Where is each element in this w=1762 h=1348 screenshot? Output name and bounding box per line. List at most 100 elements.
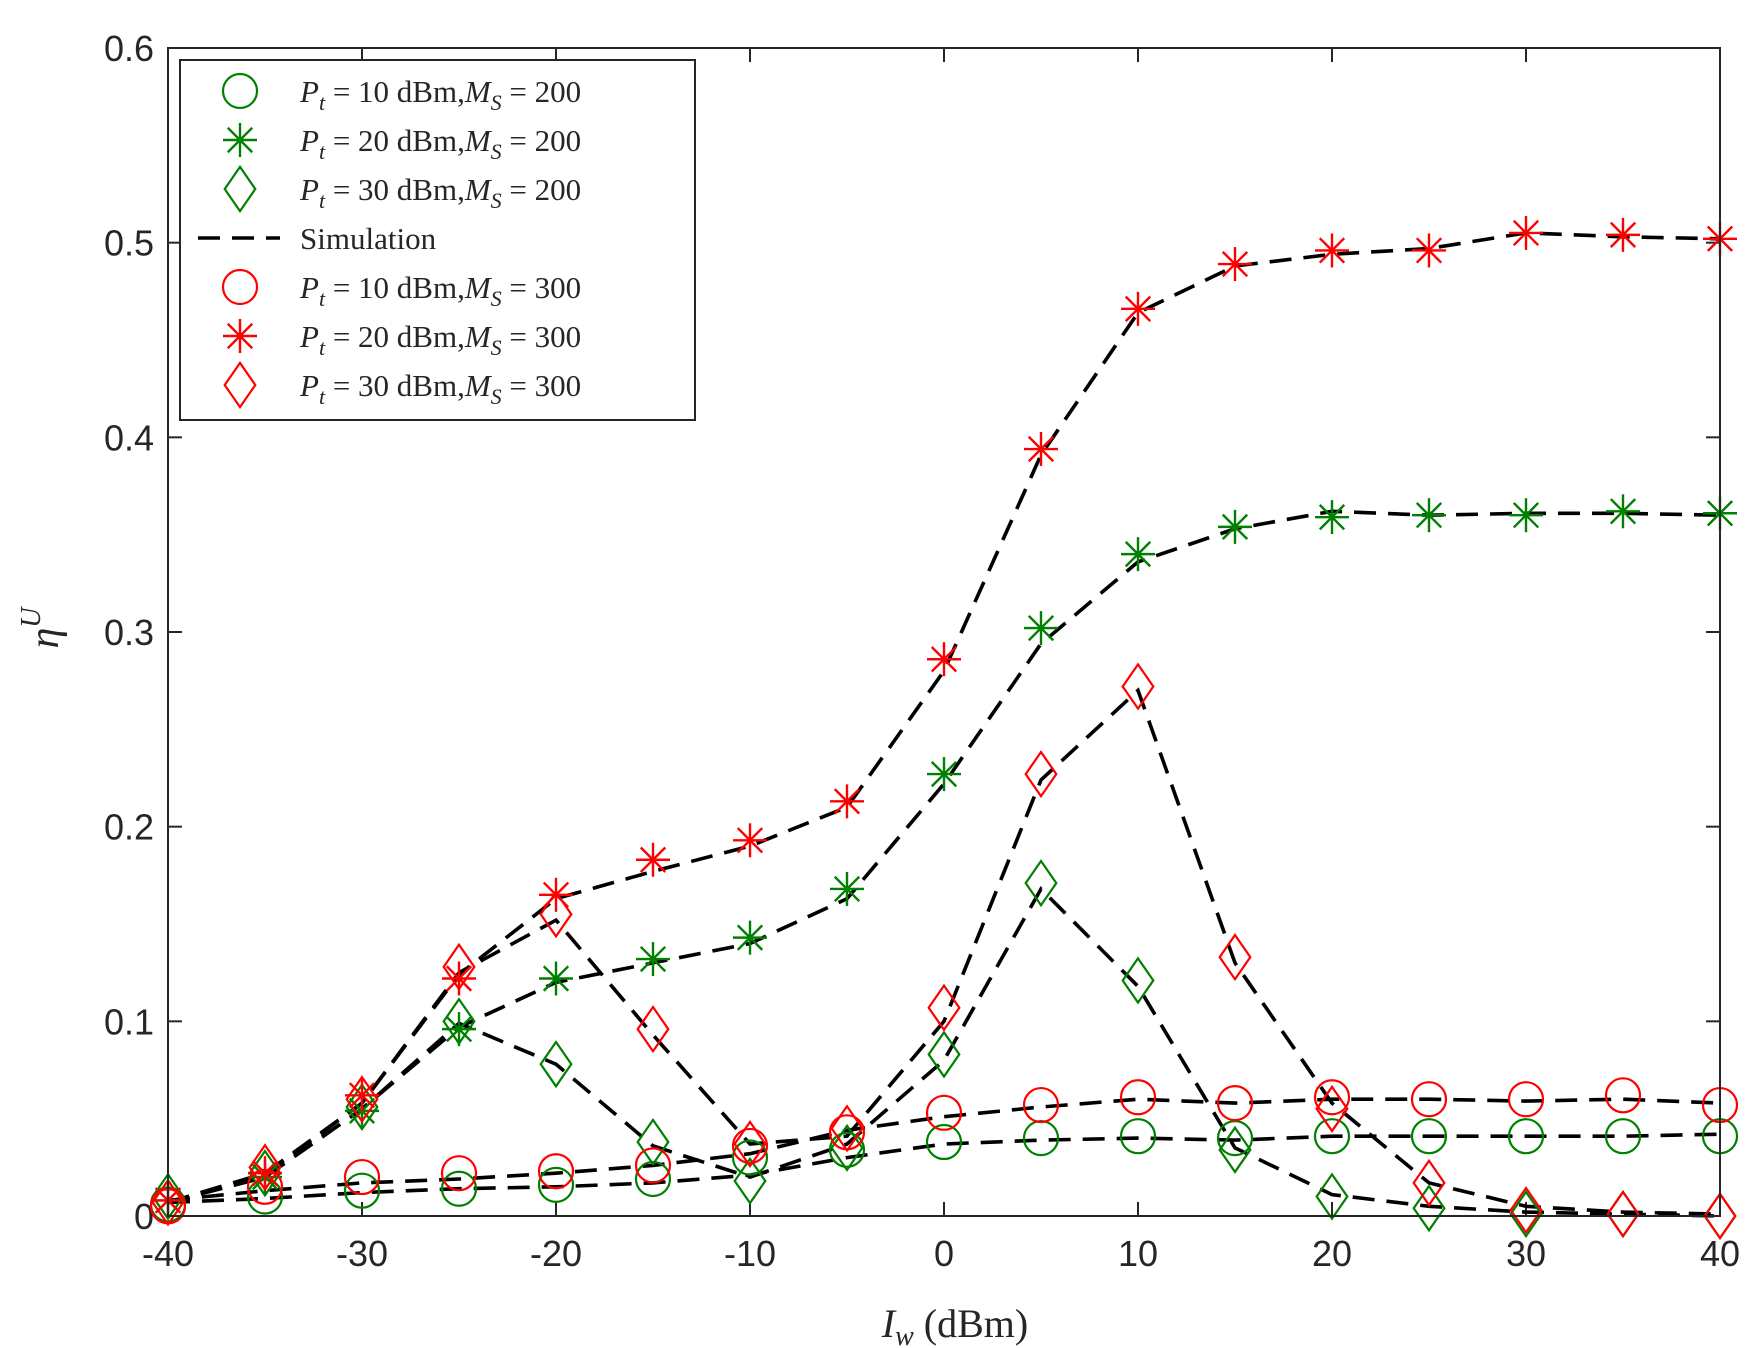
data-point-star — [1121, 537, 1155, 572]
simulation-line — [167, 1132, 1721, 1205]
data-point-diamond — [539, 1040, 573, 1089]
data-point-star — [1412, 233, 1446, 268]
legend-var-p: P — [299, 74, 319, 109]
legend-ms-value: 300 — [535, 270, 582, 305]
legend-sub-t: t — [319, 90, 326, 115]
data-point-star — [1121, 291, 1155, 326]
legend-var-m: M — [464, 270, 493, 305]
data-point-circle — [731, 1127, 769, 1165]
data-point-diamond — [1218, 1125, 1252, 1174]
data-point-circle — [925, 1123, 963, 1161]
legend-sub-t: t — [319, 335, 326, 360]
data-point-diamond — [345, 1075, 379, 1124]
legend-sub-s: S — [491, 384, 502, 409]
x-tick-label: -20 — [530, 1233, 582, 1274]
x-tick-label: -10 — [724, 1233, 776, 1274]
data-point-circle — [1507, 1081, 1545, 1118]
data-point-star — [1606, 494, 1640, 529]
data-point-star — [1218, 509, 1252, 544]
data-point-circle — [343, 1172, 381, 1209]
legend-power-value: 20 — [358, 123, 389, 158]
legend-ms-value: 200 — [535, 172, 582, 207]
data-point-star — [1509, 498, 1543, 533]
data-point-circle — [1410, 1081, 1448, 1118]
legend-ms-value: 300 — [535, 368, 582, 403]
legend-var-m: M — [464, 74, 493, 109]
legend-ms-value: 200 — [535, 74, 582, 109]
data-point-diamond — [636, 1005, 670, 1054]
legend-marker-icon — [221, 268, 259, 306]
data-point-diamond — [248, 1143, 282, 1192]
data-point-diamond — [927, 983, 961, 1032]
data-point-diamond — [1509, 1186, 1543, 1235]
data-point-circle — [1022, 1086, 1060, 1124]
legend-equals: = — [502, 172, 535, 207]
y-axis-label-var: η — [22, 628, 68, 649]
data-point-diamond — [830, 1104, 864, 1153]
legend-var-p: P — [299, 319, 319, 354]
legend-label: Pt = 10 dBm,MS = 300 — [299, 270, 581, 311]
data-point-star — [1218, 247, 1252, 282]
data-point-diamond — [733, 1119, 767, 1169]
legend-sub-t: t — [319, 188, 326, 213]
legend-unit: dBm, — [389, 123, 465, 158]
data-point-star — [1606, 217, 1640, 252]
data-point-star — [830, 784, 864, 819]
data-point-diamond — [1315, 1084, 1349, 1133]
data-point-circle — [1119, 1079, 1157, 1116]
legend-var-p: P — [299, 123, 319, 158]
data-point-diamond — [830, 1123, 864, 1172]
x-axis-label-sub: w — [895, 1321, 914, 1348]
data-point-circle — [1507, 1118, 1545, 1155]
legend-equals: = — [325, 270, 358, 305]
data-point-star — [1024, 432, 1058, 467]
legend-label: Pt = 10 dBm,MS = 200 — [299, 74, 581, 115]
legend-label: Pt = 30 dBm,MS = 300 — [299, 368, 581, 409]
data-point-diamond — [345, 1082, 379, 1132]
legend-ms-value: 200 — [535, 123, 582, 158]
data-point-star — [1315, 233, 1349, 268]
data-point-star — [927, 757, 961, 792]
legend-equals: = — [502, 74, 535, 109]
data-point-diamond — [539, 890, 573, 939]
legend-label: Simulation — [300, 221, 437, 256]
data-point-diamond — [636, 1117, 670, 1167]
simulation-line — [167, 509, 1721, 1205]
data-point-star — [1412, 498, 1446, 533]
data-point-diamond — [1509, 1190, 1543, 1239]
legend-equals: = — [502, 270, 535, 305]
y-tick-label: 0.6 — [104, 28, 154, 69]
data-point-diamond — [1606, 1190, 1640, 1239]
legend-item: Pt = 10 dBm,MS = 300 — [221, 268, 581, 311]
legend-sub-t: t — [319, 286, 326, 311]
x-tick-label: 20 — [1312, 1233, 1352, 1274]
y-tick-label: 0.3 — [104, 612, 154, 653]
data-point-star — [733, 920, 767, 955]
data-point-circle — [1604, 1077, 1642, 1114]
data-point-star — [1509, 215, 1543, 250]
data-point-diamond — [733, 1156, 767, 1205]
legend-equals: = — [325, 319, 358, 354]
data-point-diamond — [1121, 956, 1155, 1005]
legend-box — [179, 59, 696, 421]
x-tick-label: -40 — [142, 1233, 194, 1274]
data-point-circle — [343, 1158, 381, 1196]
legend-marker-icon — [223, 123, 257, 157]
legend-equals: = — [502, 123, 535, 158]
x-axis-label: Iw (dBm) — [881, 1301, 1028, 1348]
data-point-circle — [537, 1166, 575, 1203]
legend-item: Pt = 20 dBm,MS = 300 — [223, 319, 581, 360]
legend-item: Pt = 30 dBm,MS = 300 — [223, 360, 581, 410]
legend-var-m: M — [464, 172, 493, 207]
legend-power-value: 20 — [358, 319, 389, 354]
legend-var-m: M — [464, 123, 493, 158]
data-point-star — [539, 961, 573, 996]
data-point-circle — [634, 1160, 672, 1198]
data-point-circle — [440, 1155, 478, 1192]
data-point-star — [830, 871, 864, 906]
y-tick-label: 0.4 — [104, 417, 154, 458]
data-point-diamond — [442, 942, 476, 991]
